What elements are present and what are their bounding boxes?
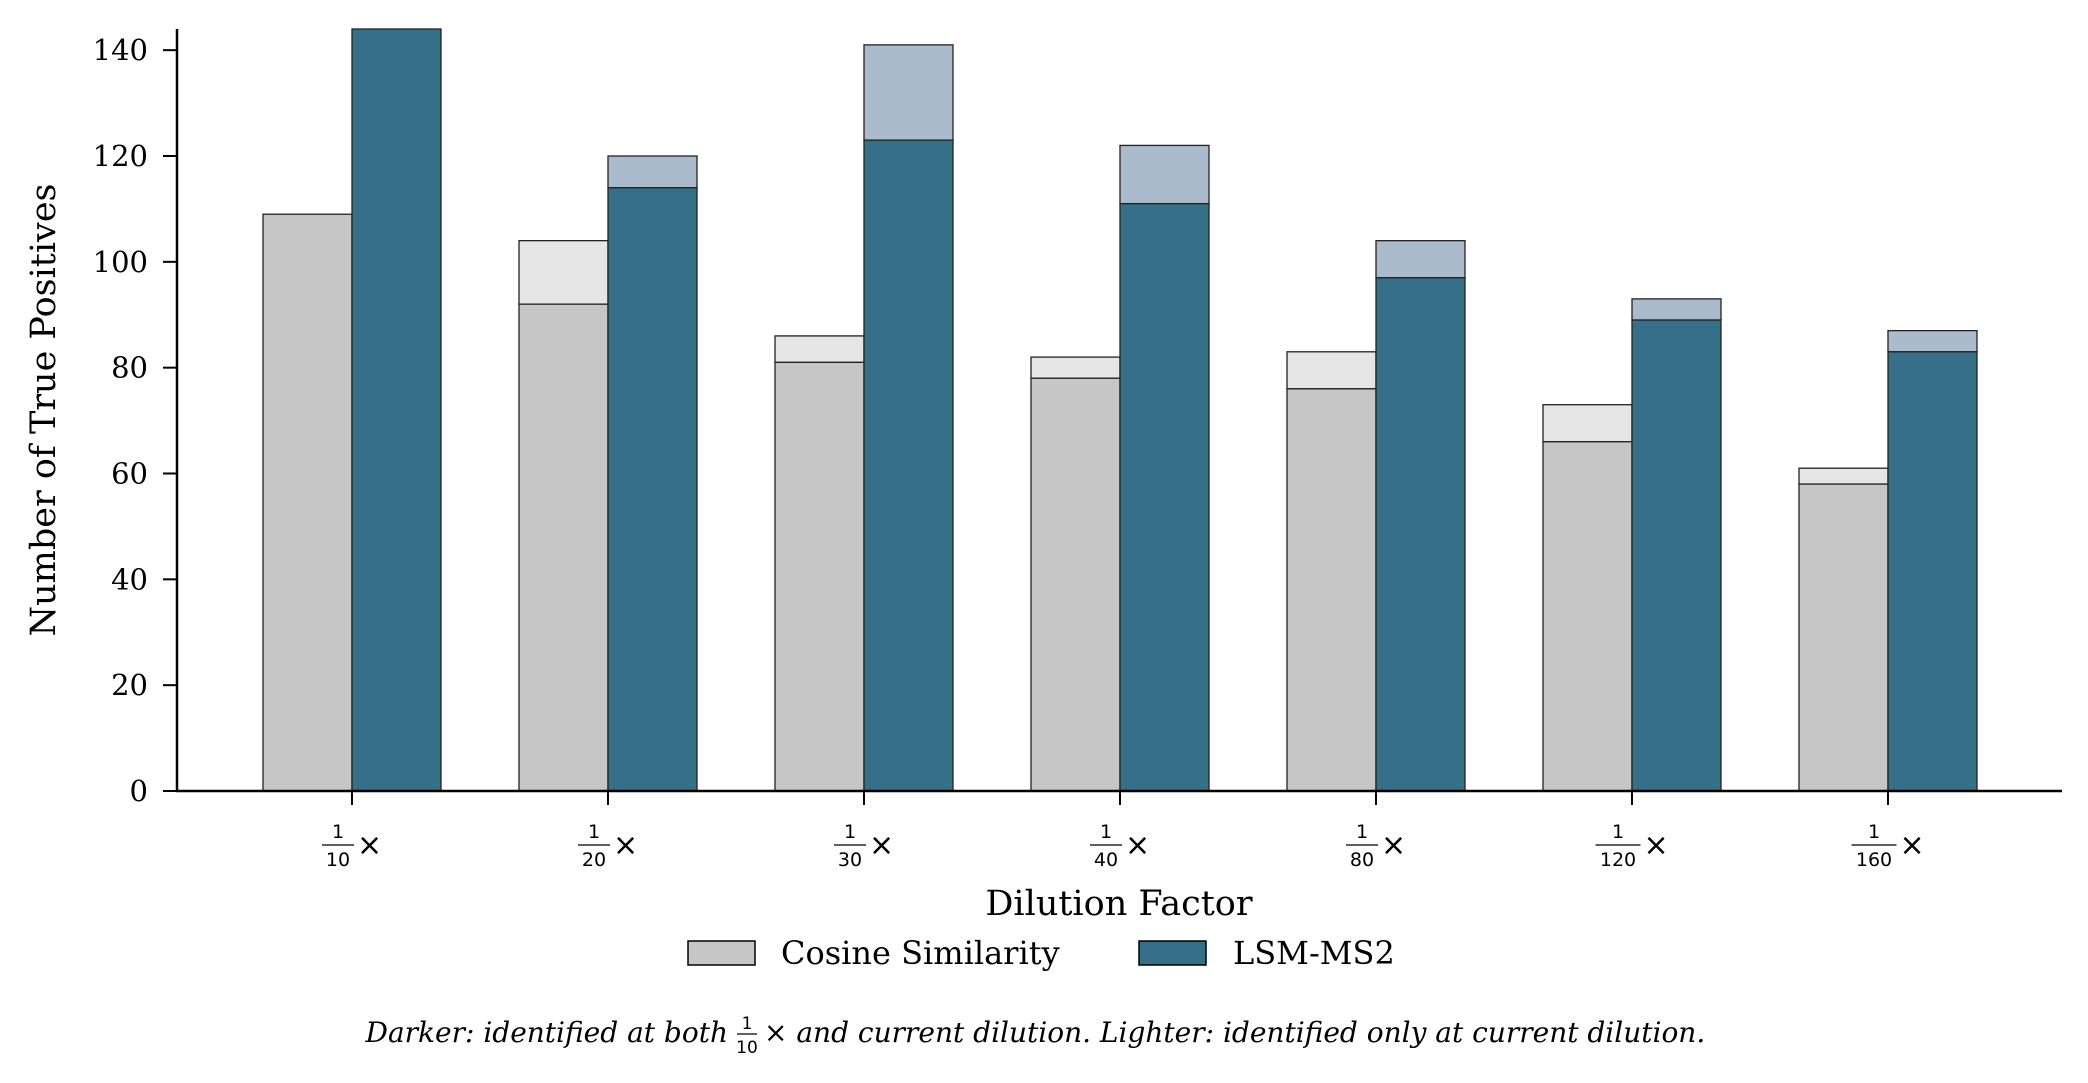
bar-cosine-only-current-80 — [1286, 351, 1377, 390]
legend-label-lsm: LSM-MS2 — [1233, 934, 1395, 972]
y-tick-label: 80 — [111, 351, 148, 385]
x-tick-suffix: × — [613, 828, 638, 863]
x-tick-denominator: 120 — [1600, 849, 1636, 871]
bar-cosine-only-current-160 — [1798, 467, 1889, 485]
bar-cosine-only-current-120 — [1542, 404, 1633, 443]
y-axis-label: Number of True Positives — [24, 183, 64, 636]
x-tick-denominator: 160 — [1856, 849, 1892, 871]
x-tick-numerator: 1 — [1612, 821, 1624, 843]
y-ticks: 0 20 40 60 80 100 120 140 — [93, 33, 177, 808]
x-tick-label-80: 1 80 × — [1346, 821, 1406, 871]
bar-lsm-both-30 — [863, 139, 954, 792]
x-tick-label-40: 1 40 × — [1090, 821, 1150, 871]
x-tick-suffix: × — [357, 828, 382, 863]
bar-lsm-both-20 — [607, 187, 698, 792]
x-tick-label-30: 1 30 × — [834, 821, 894, 871]
bar-lsm-only-current-120 — [1631, 298, 1722, 321]
x-tick-denominator: 80 — [1350, 849, 1374, 871]
x-tick-numerator: 1 — [1100, 821, 1112, 843]
x-tick-numerator: 1 — [844, 821, 856, 843]
x-tick-numerator: 1 — [588, 821, 600, 843]
legend-swatch-cosine — [687, 940, 756, 966]
x-tick-suffix: × — [1644, 828, 1669, 863]
caption-frac-num: 1 — [742, 1014, 753, 1034]
y-tick-label: 120 — [93, 139, 148, 173]
caption-frac-den: 10 — [736, 1038, 758, 1058]
bar-lsm-both-10 — [351, 28, 442, 792]
bars — [262, 28, 1978, 792]
bar-cosine-only-current-40 — [1030, 356, 1121, 379]
x-tick-label-20: 1 20 × — [578, 821, 638, 871]
x-tick-numerator: 1 — [1356, 821, 1368, 843]
legend-swatch-lsm — [1138, 940, 1207, 966]
bar-cosine-both-10 — [262, 213, 353, 792]
x-tick-numerator: 1 — [1868, 821, 1880, 843]
caption-part2: × and current dilution. Lighter: identif… — [764, 1016, 1705, 1049]
caption: Darker: identified at both 1 10 × and cu… — [365, 1014, 1706, 1058]
bar-lsm-only-current-160 — [1887, 329, 1978, 353]
bar-cosine-only-current-30 — [774, 335, 865, 364]
caption-part1: Darker: identified at both — [365, 1016, 728, 1049]
bar-cosine-both-120 — [1542, 441, 1633, 792]
y-tick-label: 40 — [111, 562, 148, 596]
x-tick-numerator: 1 — [332, 821, 344, 843]
legend: Cosine Similarity LSM-MS2 — [687, 934, 1395, 972]
bar-lsm-both-80 — [1375, 277, 1466, 792]
x-tick-suffix: × — [869, 828, 894, 863]
legend-label-cosine: Cosine Similarity — [781, 934, 1060, 972]
bar-cosine-both-30 — [774, 361, 865, 792]
bar-lsm-only-current-30 — [863, 44, 954, 141]
bar-cosine-only-current-20 — [518, 240, 609, 305]
y-tick-label: 100 — [93, 245, 148, 279]
bar-lsm-only-current-20 — [607, 155, 698, 189]
x-tick-label-120: 1 120 × — [1595, 821, 1669, 871]
x-axis-label: Dilution Factor — [985, 884, 1253, 924]
bar-cosine-both-80 — [1286, 388, 1377, 792]
x-tick-denominator: 40 — [1094, 849, 1118, 871]
x-tick-label-160: 1 160 × — [1851, 821, 1925, 871]
y-tick-label: 140 — [93, 33, 148, 67]
x-tick-denominator: 10 — [326, 849, 350, 871]
x-tick-suffix: × — [1125, 828, 1150, 863]
bar-lsm-only-current-80 — [1375, 240, 1466, 279]
bar-lsm-both-120 — [1631, 319, 1722, 792]
x-tick-label-10: 1 10 × — [322, 821, 382, 871]
bar-lsm-only-current-40 — [1119, 144, 1210, 205]
bar-cosine-both-40 — [1030, 377, 1121, 792]
bar-lsm-both-40 — [1119, 202, 1210, 792]
x-tick-suffix: × — [1381, 828, 1406, 863]
bar-cosine-both-160 — [1798, 483, 1889, 792]
x-tick-denominator: 20 — [582, 849, 606, 871]
y-tick-label: 0 — [130, 774, 148, 808]
y-tick-label: 20 — [111, 668, 148, 702]
y-tick-label: 60 — [111, 457, 148, 491]
x-tick-suffix: × — [1900, 828, 1925, 863]
x-tick-denominator: 30 — [838, 849, 862, 871]
bar-lsm-both-160 — [1887, 351, 1978, 792]
bar-cosine-both-20 — [518, 303, 609, 792]
